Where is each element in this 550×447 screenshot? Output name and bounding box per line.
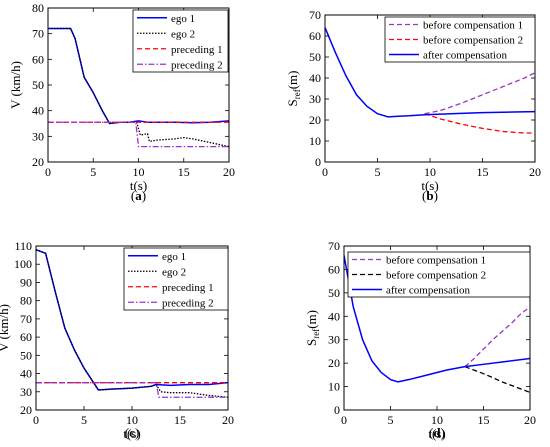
x-tick-label: 0	[341, 413, 347, 427]
series-line-2	[464, 366, 530, 394]
y-tick-label: 40	[20, 367, 32, 381]
y-tick-label: 40	[328, 309, 340, 323]
x-tick-label: 10	[133, 165, 145, 179]
y-tick-label: 40	[309, 71, 321, 85]
legend-entry: preceding 1	[171, 44, 223, 56]
y-tick-label: 30	[20, 385, 32, 399]
y-tick-label: 70	[328, 239, 340, 253]
legend-entry: before compensation 1	[386, 255, 486, 267]
x-tick-label: 20	[524, 413, 536, 427]
y-tick-label: 60	[328, 262, 340, 276]
chart-panel-a: 0 5 10 15 20 20 30 40 50 60 70 80 t(s) V (km/h) ego 1 e…	[8, 1, 235, 203]
x-tick-label: 0	[33, 413, 39, 427]
legend-box	[123, 247, 229, 311]
series-line-1	[464, 306, 530, 368]
x-tick-label: 15	[478, 413, 490, 427]
series-line-1	[424, 72, 535, 115]
x-tick-label: 15	[477, 165, 489, 179]
y-tick-label: 60	[32, 52, 44, 66]
y-axis-label: V (km/h)	[0, 304, 11, 352]
y-tick-label: 30	[309, 92, 321, 106]
y-tick-label: 70	[309, 8, 321, 22]
x-tick-label: 20	[223, 165, 235, 179]
y-tick-label: 20	[309, 113, 321, 127]
series-line-3	[325, 27, 535, 118]
y-tick-label: 80	[20, 294, 32, 308]
y-tick-label: 30	[32, 129, 44, 143]
legend-entry: ego 1	[162, 251, 186, 263]
chart-panel-b: 0 5 10 15 20 0 10 20 30 40 50 60 70 t(s) Sref(m) before…	[285, 8, 541, 203]
series-line-1	[36, 248, 228, 391]
x-tick-label: 0	[322, 165, 328, 179]
y-tick-label: 20	[20, 403, 32, 417]
legend-entry: after compensation	[386, 285, 470, 297]
x-tick-label: 5	[90, 165, 96, 179]
x-axis-label: t(s)	[130, 178, 147, 193]
y-tick-label: 50	[328, 286, 340, 300]
y-tick-label: 60	[309, 29, 321, 43]
series-line-2	[424, 113, 535, 134]
y-axis-label: Sref(m)	[304, 310, 321, 346]
y-tick-label: 50	[309, 50, 321, 64]
y-tick-label: 20	[32, 155, 44, 169]
x-tick-label: 15	[174, 413, 186, 427]
series-line-2	[36, 249, 228, 398]
y-tick-label: 100	[14, 257, 32, 271]
panel-label: (c)	[125, 425, 139, 440]
y-tick-label: 90	[20, 275, 32, 289]
y-tick-label: 30	[328, 333, 340, 347]
legend-entry: ego 2	[171, 28, 195, 40]
x-axis-label: t(s)	[421, 178, 438, 193]
y-tick-label: 50	[20, 348, 32, 362]
x-tick-label: 10	[424, 165, 436, 179]
legend-entry: before compensation 1	[423, 20, 523, 32]
x-tick-label: 15	[178, 165, 190, 179]
x-tick-label: 10	[431, 413, 443, 427]
panel-label: (d)	[429, 425, 445, 440]
y-tick-label: 80	[32, 1, 44, 15]
y-tick-label: 10	[309, 134, 321, 148]
legend-entry: ego 2	[162, 266, 186, 278]
y-tick-label: 40	[32, 104, 44, 118]
y-tick-label: 0	[315, 155, 321, 169]
y-axis-label: V (km/h)	[8, 61, 23, 109]
x-axis-label: t(s)	[123, 426, 140, 441]
x-tick-label: 10	[126, 413, 138, 427]
x-tick-label: 5	[375, 165, 381, 179]
x-tick-label: 0	[45, 165, 51, 179]
y-tick-label: 70	[32, 27, 44, 41]
legend-entry: before compensation 2	[386, 270, 486, 282]
legend-entry: after compensation	[423, 50, 507, 62]
x-axis-label: t(s)	[428, 426, 445, 441]
legend-entry: preceding 2	[171, 59, 223, 71]
y-tick-label: 0	[334, 403, 340, 417]
legend-entry: preceding 1	[162, 282, 214, 294]
y-tick-label: 110	[14, 239, 32, 253]
x-tick-label: 20	[529, 165, 541, 179]
chart-panel-d: 0 5 10 15 20 0 10 20 30 40 50 60 70 t(s) Sref(m) before…	[304, 239, 536, 441]
x-tick-label: 5	[81, 413, 87, 427]
y-tick-label: 70	[20, 312, 32, 326]
y-axis-label: Sref(m)	[285, 70, 302, 106]
legend-box	[132, 9, 229, 73]
legend-entry: preceding 2	[162, 297, 214, 309]
legend-entry: before compensation 2	[423, 35, 523, 47]
series-line-4	[48, 121, 229, 148]
series-line-3	[344, 255, 530, 383]
y-tick-label: 60	[20, 330, 32, 344]
x-tick-label: 5	[388, 413, 394, 427]
x-tick-label: 20	[222, 413, 234, 427]
series-line-4	[36, 382, 228, 398]
panel-label: (b)	[422, 188, 438, 203]
chart-panel-c: 0 5 10 15 20 20 30 40 50 60 70 80 90 100 110 t(s) V (km/…	[0, 239, 234, 441]
legend-entry: ego 1	[171, 13, 195, 25]
y-tick-label: 10	[328, 380, 340, 394]
y-tick-label: 20	[328, 356, 340, 370]
panel-label: (a)	[131, 188, 146, 203]
y-tick-label: 50	[32, 78, 44, 92]
